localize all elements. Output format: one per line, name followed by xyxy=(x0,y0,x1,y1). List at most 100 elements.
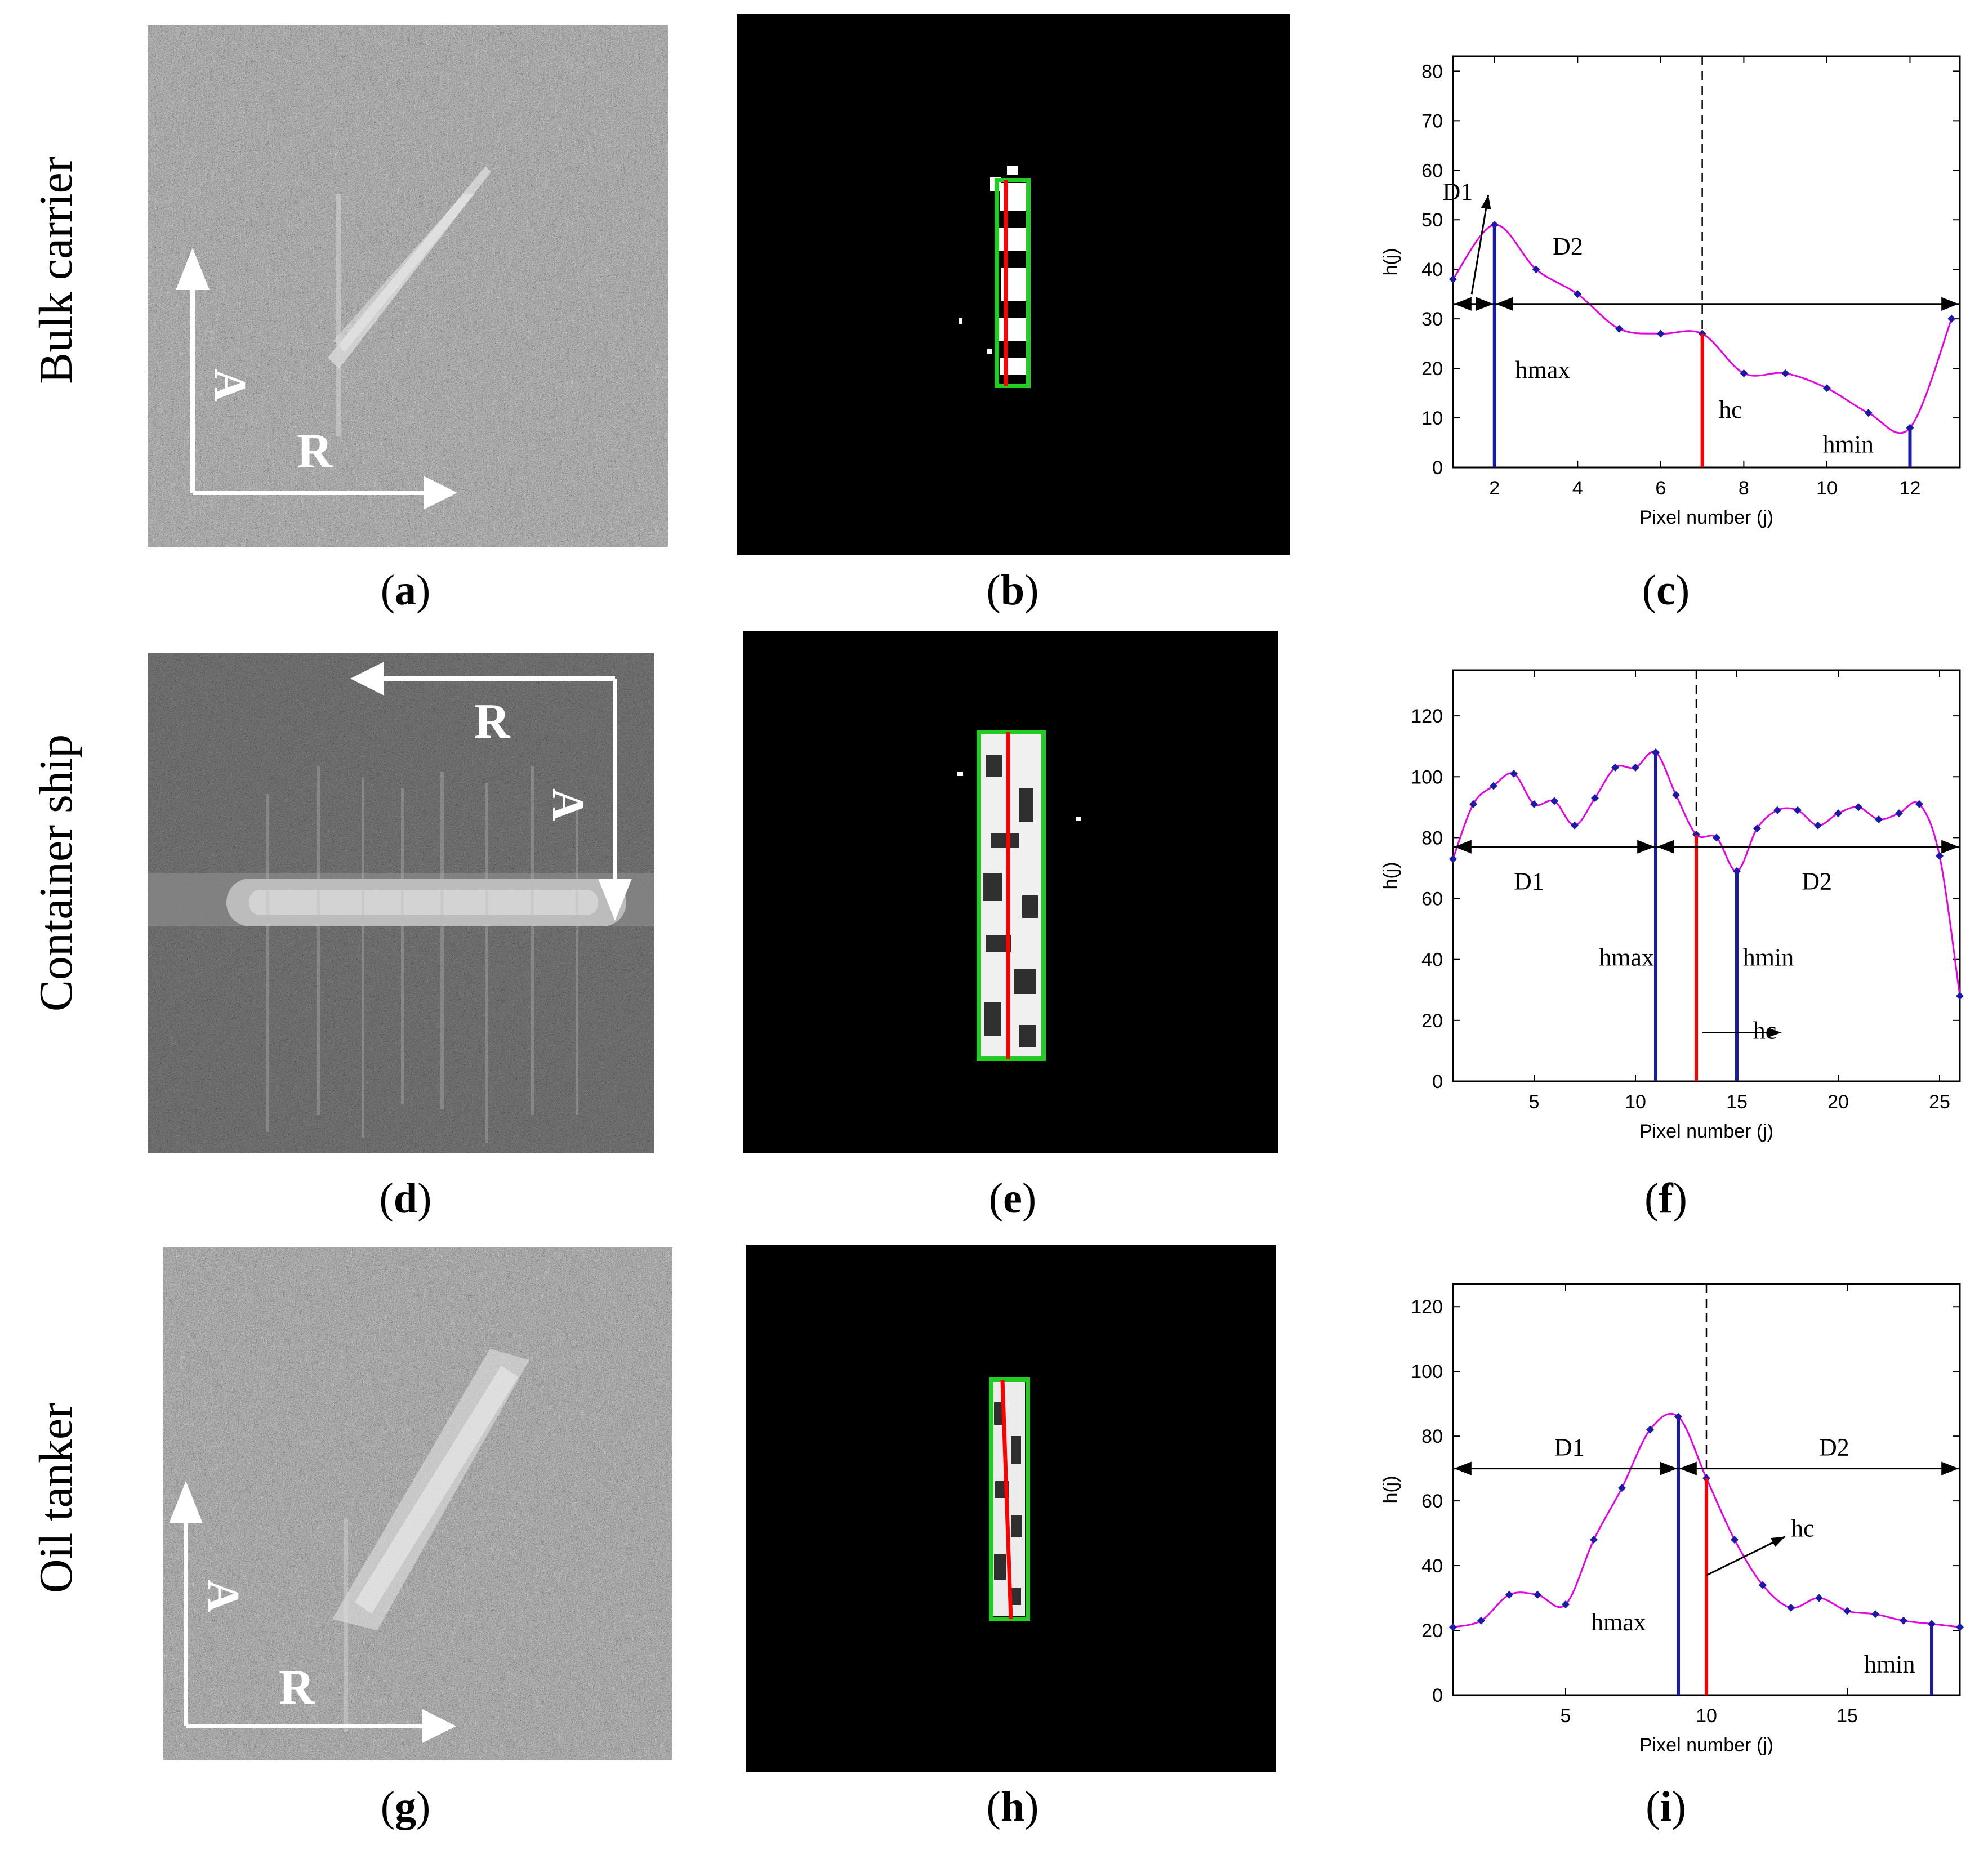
y-tick-label: 120 xyxy=(1411,706,1443,727)
d2-arrow-head-left xyxy=(1657,840,1674,854)
data-point xyxy=(1490,782,1497,790)
range-label: R xyxy=(279,1660,315,1715)
caption-i: (i) xyxy=(1646,1783,1686,1830)
y-tick-label: 120 xyxy=(1411,1296,1443,1318)
hc-pointer-line xyxy=(1706,1536,1786,1576)
y-axis-label: h(j) xyxy=(1380,248,1401,275)
profile-curve xyxy=(1452,224,1953,434)
azimuth-label: A xyxy=(198,1580,248,1612)
d1-arrow-head-right xyxy=(1476,297,1494,311)
data-point xyxy=(1672,791,1680,799)
x-tick-label: 10 xyxy=(1625,1091,1646,1113)
x-tick-label: 12 xyxy=(1900,478,1921,499)
y-tick-label: 50 xyxy=(1421,209,1443,231)
d1-label: D1 xyxy=(1514,867,1544,895)
y-axis-label: h(j) xyxy=(1380,1475,1401,1503)
y-axis-label: h(j) xyxy=(1380,862,1401,889)
data-point xyxy=(1936,851,1944,860)
data-point xyxy=(1740,369,1748,377)
y-tick-label: 20 xyxy=(1421,1620,1443,1642)
data-point xyxy=(1532,265,1540,274)
data-point xyxy=(1713,833,1720,842)
y-tick-label: 0 xyxy=(1432,457,1443,479)
d1-arrow-head-right xyxy=(1660,1461,1677,1475)
sar-image-bulk-carrier: R A xyxy=(148,25,668,547)
range-arrow-head xyxy=(422,1709,456,1743)
azimuth-label: A xyxy=(205,369,255,402)
axis-arrows xyxy=(184,1518,422,1728)
caption-e: (e) xyxy=(988,1175,1037,1222)
distance-arrows xyxy=(1453,297,1960,311)
x-axis-label: Pixel number (j) xyxy=(1639,1121,1773,1142)
range-label: R xyxy=(297,424,333,479)
data-point xyxy=(1618,1484,1626,1492)
d2-arrow-head-right xyxy=(1941,840,1959,854)
d2-arrow-head-right xyxy=(1941,297,1959,311)
data-point xyxy=(1787,1603,1795,1612)
data-point xyxy=(1814,821,1822,830)
d1-pointer-line xyxy=(1470,195,1490,295)
x-tick-label: 15 xyxy=(1726,1091,1748,1113)
data-point xyxy=(1875,815,1883,823)
x-tick-label: 25 xyxy=(1929,1091,1950,1113)
hc-label: hc xyxy=(1719,396,1742,423)
d1-pointer-head xyxy=(1481,195,1491,209)
data-point xyxy=(1815,1594,1823,1602)
azimuth-label: A xyxy=(543,788,592,821)
data-point xyxy=(1773,806,1781,814)
row-label-container-ship: Container ship xyxy=(30,734,82,1012)
data-point xyxy=(1871,1610,1879,1619)
data-point xyxy=(1615,324,1624,333)
data-point xyxy=(1753,824,1761,833)
plot-area xyxy=(1452,669,1961,1082)
data-point xyxy=(1915,800,1923,808)
y-tick-label: 60 xyxy=(1421,160,1443,181)
d1-arrow-head-left xyxy=(1454,297,1472,311)
data-point xyxy=(1477,1616,1485,1625)
hmin-label: hmin xyxy=(1864,1651,1915,1678)
data-point xyxy=(1510,769,1518,778)
hc-pointer-head xyxy=(1767,1027,1782,1038)
row-label-oil-tanker: Oil tanker xyxy=(30,1402,82,1594)
caption-c: (c) xyxy=(1642,567,1690,614)
data-point xyxy=(1956,992,1964,1000)
data-point xyxy=(1611,764,1619,772)
data-point xyxy=(1469,800,1477,808)
data-point xyxy=(1843,1607,1851,1615)
data-point xyxy=(1822,384,1831,393)
y-tick-label: 70 xyxy=(1421,110,1443,132)
data-point xyxy=(1534,1590,1541,1599)
data-point xyxy=(1574,290,1582,298)
data-point xyxy=(1562,1600,1570,1609)
data-point xyxy=(1449,855,1457,863)
d2-label: D2 xyxy=(1553,233,1583,260)
y-tick-label: 20 xyxy=(1421,358,1443,380)
x-tick-label: 5 xyxy=(1529,1091,1540,1113)
data-point xyxy=(1591,794,1599,803)
x-tick-label: 6 xyxy=(1655,478,1666,499)
y-tick-label: 80 xyxy=(1421,61,1443,82)
x-tick-label: 10 xyxy=(1816,478,1838,499)
y-tick-label: 40 xyxy=(1421,259,1443,280)
caption-h: (h) xyxy=(986,1783,1039,1830)
binary-image-oil-tanker xyxy=(746,1245,1276,1772)
hc-label: hc xyxy=(1791,1514,1815,1542)
distance-arrows xyxy=(1453,1461,1960,1475)
caption-a: (a) xyxy=(380,567,431,614)
data-point xyxy=(1759,1581,1767,1589)
data-point xyxy=(1702,1474,1710,1482)
y-tick-label: 60 xyxy=(1421,889,1443,910)
sar-image-oil-tanker: R A xyxy=(163,1247,672,1760)
data-point xyxy=(1449,275,1457,283)
hmax-label: hmax xyxy=(1515,356,1571,384)
x-tick-label: 2 xyxy=(1489,478,1500,499)
bounding-box xyxy=(995,178,1031,388)
data-point xyxy=(1449,1623,1457,1631)
data-point xyxy=(1505,1590,1513,1599)
data-point xyxy=(1900,1616,1907,1625)
data-point xyxy=(1550,797,1558,805)
y-tick-label: 0 xyxy=(1432,1071,1443,1093)
range-arrow-head xyxy=(350,662,384,696)
data-point xyxy=(1656,329,1665,338)
y-tick-label: 40 xyxy=(1421,949,1443,971)
